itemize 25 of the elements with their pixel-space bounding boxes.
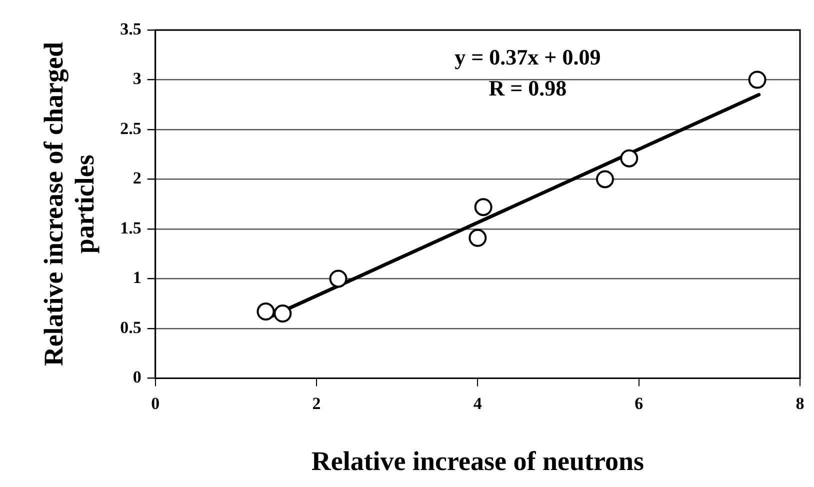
point — [329, 270, 348, 288]
x-tick-label: 8 — [796, 394, 804, 413]
point — [620, 149, 638, 168]
x-tick-label: 6 — [634, 394, 644, 413]
point — [748, 70, 766, 89]
y-tick-label: 1.5 — [120, 218, 142, 238]
y-axis-title: Relative increase of charged particles — [38, 42, 100, 366]
x-axis-title: Relative increase of neutrons — [311, 446, 644, 476]
y-tick-label: 1 — [132, 268, 142, 288]
y-tick-label: 3 — [132, 69, 142, 88]
point — [256, 302, 275, 321]
y-tick-label: 0 — [132, 368, 142, 387]
annotation: y = 0.37x + 0.09 — [454, 44, 601, 70]
x-tick-label: 2 — [312, 394, 321, 413]
point — [596, 170, 614, 188]
point — [274, 304, 292, 323]
point — [474, 198, 492, 216]
x-tick-label: 4 — [473, 394, 482, 413]
y-tick-label: 2.5 — [120, 118, 142, 138]
y-tick-label: 2 — [132, 168, 142, 188]
y-tick-label: 3.5 — [120, 19, 142, 38]
y-tick-label: 0.5 — [120, 318, 142, 337]
x-tick-label: 0 — [151, 394, 160, 413]
point — [468, 228, 487, 247]
annotation: R = 0.98 — [488, 76, 567, 101]
